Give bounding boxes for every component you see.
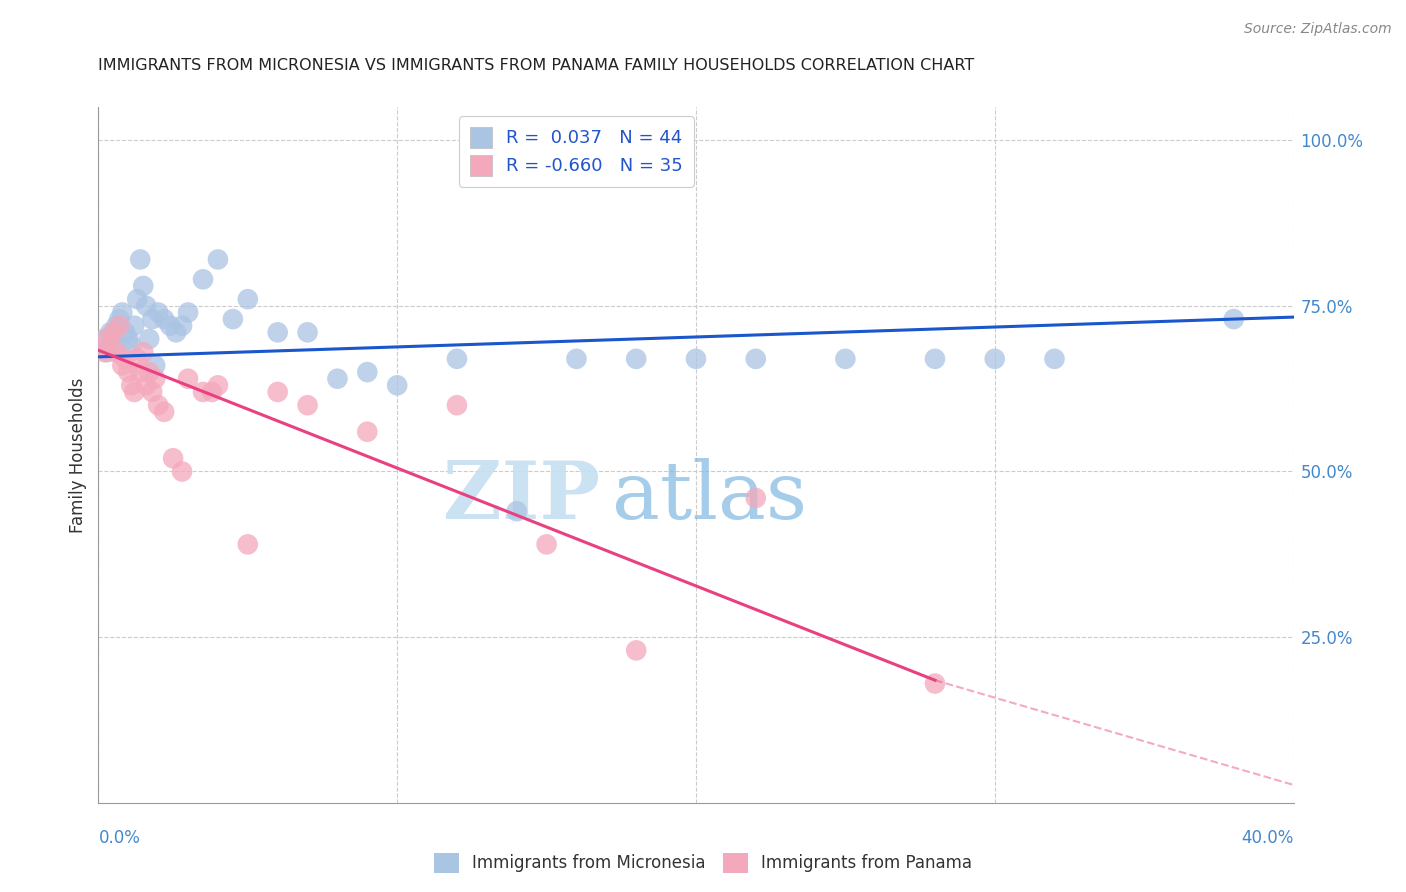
Point bbox=[297, 326, 319, 340]
Point bbox=[385, 378, 409, 392]
Point bbox=[117, 365, 139, 379]
Point bbox=[326, 372, 349, 386]
Point bbox=[159, 318, 181, 333]
Point bbox=[132, 345, 155, 359]
Point bbox=[153, 405, 176, 419]
Point bbox=[135, 378, 157, 392]
Point bbox=[446, 351, 468, 366]
Point bbox=[297, 398, 319, 412]
Point bbox=[745, 351, 768, 366]
Point bbox=[745, 491, 768, 505]
Point bbox=[165, 326, 187, 340]
Point bbox=[148, 398, 170, 412]
Point bbox=[129, 365, 152, 379]
Point bbox=[108, 318, 131, 333]
Point bbox=[132, 279, 155, 293]
Point bbox=[834, 351, 856, 366]
Point bbox=[100, 326, 122, 340]
Point bbox=[96, 332, 118, 346]
Point bbox=[153, 312, 176, 326]
Text: Source: ZipAtlas.com: Source: ZipAtlas.com bbox=[1244, 22, 1392, 37]
Point bbox=[108, 312, 131, 326]
Point bbox=[93, 345, 115, 359]
Point bbox=[124, 384, 146, 399]
Point bbox=[114, 326, 136, 340]
Point bbox=[177, 372, 200, 386]
Text: 40.0%: 40.0% bbox=[1241, 829, 1294, 847]
Point bbox=[356, 425, 378, 439]
Point bbox=[685, 351, 707, 366]
Point bbox=[1223, 312, 1246, 326]
Point bbox=[236, 537, 259, 551]
Point bbox=[105, 318, 128, 333]
Point bbox=[177, 305, 200, 319]
Point bbox=[565, 351, 588, 366]
Point bbox=[117, 332, 139, 346]
Point bbox=[924, 676, 946, 690]
Point bbox=[506, 504, 529, 518]
Point bbox=[172, 318, 194, 333]
Point bbox=[172, 465, 194, 479]
Point bbox=[356, 365, 378, 379]
Point bbox=[191, 384, 214, 399]
Point bbox=[191, 272, 214, 286]
Point bbox=[135, 299, 157, 313]
Point bbox=[111, 359, 134, 373]
Legend: R =  0.037   N = 44, R = -0.660   N = 35: R = 0.037 N = 44, R = -0.660 N = 35 bbox=[460, 116, 693, 186]
Point bbox=[536, 537, 558, 551]
Point bbox=[924, 351, 946, 366]
Point bbox=[222, 312, 245, 326]
Point bbox=[114, 351, 136, 366]
Point bbox=[138, 332, 160, 346]
Point bbox=[626, 643, 648, 657]
Point bbox=[201, 384, 224, 399]
Point bbox=[127, 351, 149, 366]
Point bbox=[626, 351, 648, 366]
Point bbox=[143, 359, 166, 373]
Point bbox=[93, 332, 115, 346]
Point bbox=[129, 252, 152, 267]
Point bbox=[96, 345, 118, 359]
Point bbox=[105, 345, 128, 359]
Text: 0.0%: 0.0% bbox=[98, 829, 141, 847]
Point bbox=[207, 378, 229, 392]
Point bbox=[127, 292, 149, 306]
Point bbox=[103, 338, 125, 352]
Point bbox=[984, 351, 1007, 366]
Point bbox=[120, 338, 142, 352]
Legend: Immigrants from Micronesia, Immigrants from Panama: Immigrants from Micronesia, Immigrants f… bbox=[427, 847, 979, 880]
Point bbox=[148, 305, 170, 319]
Point bbox=[1043, 351, 1066, 366]
Text: ZIP: ZIP bbox=[443, 458, 600, 536]
Point bbox=[162, 451, 184, 466]
Y-axis label: Family Households: Family Households bbox=[69, 377, 87, 533]
Point bbox=[267, 326, 290, 340]
Text: atlas: atlas bbox=[613, 458, 807, 536]
Point bbox=[236, 292, 259, 306]
Point bbox=[446, 398, 468, 412]
Point bbox=[267, 384, 290, 399]
Point bbox=[100, 338, 122, 352]
Point bbox=[207, 252, 229, 267]
Point bbox=[103, 326, 125, 340]
Point bbox=[141, 312, 163, 326]
Point bbox=[111, 305, 134, 319]
Point bbox=[120, 378, 142, 392]
Text: IMMIGRANTS FROM MICRONESIA VS IMMIGRANTS FROM PANAMA FAMILY HOUSEHOLDS CORRELATI: IMMIGRANTS FROM MICRONESIA VS IMMIGRANTS… bbox=[98, 58, 974, 73]
Point bbox=[143, 372, 166, 386]
Point bbox=[138, 365, 160, 379]
Point bbox=[124, 318, 146, 333]
Point bbox=[141, 384, 163, 399]
